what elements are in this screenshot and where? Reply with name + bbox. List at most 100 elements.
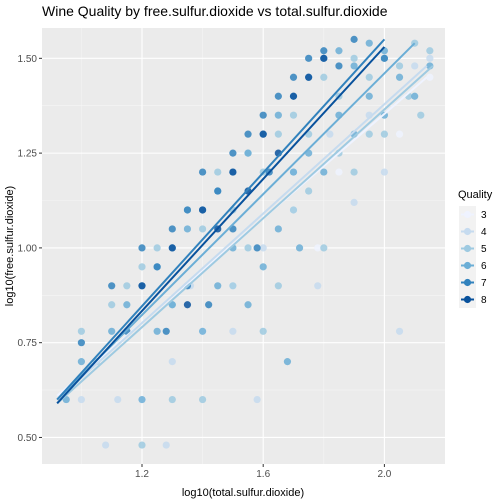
point-quality-5	[259, 327, 267, 335]
point-quality-4	[314, 282, 322, 290]
point-quality-6	[295, 244, 304, 252]
point-quality-6	[198, 327, 207, 335]
point-quality-7	[274, 92, 282, 100]
point-quality-4	[102, 441, 110, 449]
point-quality-3	[426, 73, 434, 81]
legend-key-point	[463, 295, 472, 304]
point-quality-5	[320, 244, 328, 252]
point-quality-8	[259, 130, 267, 138]
point-quality-5	[198, 225, 207, 233]
point-quality-5	[244, 244, 252, 252]
point-quality-4	[426, 54, 434, 62]
point-quality-5	[138, 441, 146, 449]
x-tick-label: 1.6	[256, 469, 270, 480]
point-quality-6	[244, 149, 252, 157]
y-tick-label: 1.25	[18, 149, 38, 160]
point-quality-7	[77, 339, 85, 347]
point-quality-6	[214, 282, 222, 290]
point-quality-5	[380, 130, 388, 138]
point-quality-5	[214, 168, 222, 176]
point-quality-7	[244, 130, 252, 138]
point-quality-6	[108, 327, 116, 335]
point-quality-6	[153, 327, 161, 335]
point-quality-5	[168, 395, 176, 404]
point-quality-7	[259, 111, 267, 119]
point-quality-5	[426, 47, 434, 55]
point-quality-8	[320, 54, 328, 62]
point-quality-6	[335, 47, 343, 55]
legend-key-point	[463, 278, 472, 287]
point-quality-5	[417, 111, 425, 119]
point-quality-7	[205, 301, 213, 309]
trend-line-quality-5	[56, 65, 434, 405]
legend-title: Quality	[458, 189, 493, 201]
point-quality-7	[108, 282, 116, 290]
point-quality-4	[229, 327, 237, 335]
point-quality-6	[183, 225, 192, 233]
x-axis-ticks: 1.2 1.6 2.0	[135, 464, 392, 480]
point-quality-5	[198, 395, 207, 404]
point-quality-5	[274, 130, 282, 138]
point-quality-7	[335, 62, 343, 70]
point-quality-4	[380, 168, 388, 176]
point-quality-6	[320, 168, 328, 176]
trend-line-quality-4	[56, 65, 428, 401]
point-quality-4	[350, 198, 358, 206]
point-quality-4	[411, 62, 419, 70]
legend-label: 5	[481, 244, 487, 255]
point-quality-4	[162, 441, 170, 449]
legend-key-point	[463, 261, 472, 270]
legend-label: 4	[481, 227, 487, 238]
point-quality-7	[380, 54, 388, 62]
point-quality-4	[395, 327, 404, 335]
trend-line-quality-6	[56, 42, 416, 401]
point-quality-4	[259, 244, 267, 252]
plot-panel	[42, 28, 445, 464]
point-quality-5	[123, 282, 131, 290]
point-quality-6	[77, 358, 85, 366]
point-quality-5	[77, 327, 85, 335]
point-quality-6	[365, 39, 373, 47]
y-axis-label: log10(free.sulfur.dioxide)	[4, 186, 16, 306]
grid-major	[42, 28, 445, 464]
point-quality-6	[283, 358, 292, 366]
legend-label: 6	[481, 261, 487, 272]
point-quality-6	[244, 301, 252, 309]
point-quality-7	[320, 47, 328, 55]
point-quality-5	[365, 73, 373, 81]
x-tick-label: 2.0	[377, 469, 391, 480]
legend-key-point	[463, 244, 472, 253]
point-quality-6	[411, 92, 419, 100]
point-quality-7	[198, 168, 207, 176]
point-quality-8	[305, 73, 313, 81]
point-quality-7	[214, 187, 222, 195]
y-tick-label: 0.75	[18, 338, 38, 349]
point-quality-4	[77, 395, 85, 404]
point-quality-6	[138, 395, 146, 404]
legend-key-point	[463, 227, 472, 236]
legend-label: 8	[481, 295, 487, 306]
point-quality-6	[274, 111, 282, 119]
point-quality-6	[365, 92, 373, 100]
point-quality-8	[229, 168, 237, 176]
point-quality-8	[138, 282, 146, 290]
point-quality-6	[395, 73, 404, 81]
point-quality-5	[350, 168, 358, 176]
point-quality-4	[326, 130, 334, 138]
point-quality-8	[289, 92, 298, 100]
x-axis-label: log10(total.sulfur.dioxide)	[182, 487, 304, 499]
legend-label: 7	[481, 278, 487, 289]
point-quality-5	[108, 301, 116, 309]
point-quality-7	[305, 54, 313, 62]
point-quality-6	[168, 301, 176, 309]
point-quality-5	[229, 282, 237, 290]
point-quality-6	[123, 301, 131, 309]
point-quality-5	[289, 206, 298, 214]
point-quality-5	[320, 73, 328, 81]
y-tick-label: 1.00	[18, 243, 38, 254]
point-quality-5	[289, 111, 298, 119]
point-quality-5	[395, 62, 404, 70]
point-quality-8	[183, 301, 192, 309]
point-quality-4	[114, 395, 122, 404]
